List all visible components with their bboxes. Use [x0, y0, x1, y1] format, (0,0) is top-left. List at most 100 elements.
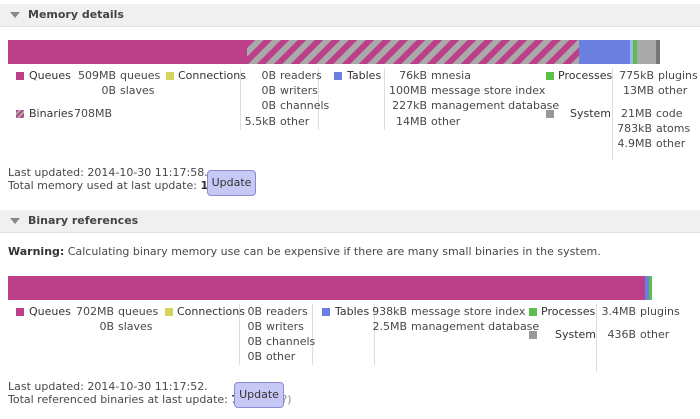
- legend-label: Queues: [29, 305, 71, 318]
- memory-label: mnesia: [431, 69, 471, 82]
- divider: [596, 304, 597, 372]
- bar-segment: [649, 276, 652, 300]
- memory-value: 702MB: [75, 305, 114, 318]
- legend-label: Queues: [29, 69, 71, 82]
- memory-value: 14MB: [395, 115, 427, 128]
- section-header[interactable]: Binary references: [0, 210, 700, 233]
- memory-value: 3.4MB: [601, 305, 636, 318]
- memory-label: other: [431, 115, 461, 128]
- memory-label: atoms: [656, 122, 691, 135]
- memory-label: readers: [266, 305, 308, 318]
- last-updated-label: Last updated:: [8, 166, 84, 179]
- bar-segment: [247, 40, 579, 64]
- memory-value: 5.5kB: [244, 115, 276, 128]
- last-updated-label: Last updated:: [8, 380, 84, 393]
- memory-label: channels: [266, 335, 316, 348]
- memory-label: writers: [280, 84, 318, 97]
- section-title: Memory details: [28, 8, 124, 21]
- memory-value: 0B: [101, 84, 116, 97]
- memory-label: other: [266, 350, 296, 363]
- memory-label: message store index: [431, 84, 546, 97]
- memory-label: management database: [431, 99, 560, 112]
- legend-label: Processes: [558, 69, 613, 82]
- memory-label: plugins: [640, 305, 680, 318]
- memory-label: queues: [120, 69, 161, 82]
- memory-value: 0B: [247, 305, 262, 318]
- memory-label: slaves: [118, 320, 153, 333]
- legend-swatch: [529, 331, 537, 339]
- divider: [612, 68, 613, 160]
- memory-value: 436B: [607, 328, 636, 341]
- memory-value: 100MB: [388, 84, 427, 97]
- warning: Warning: Calculating binary memory use c…: [8, 245, 601, 259]
- legend-swatch: [546, 72, 554, 80]
- divider: [239, 304, 240, 365]
- memory-label: message store index: [411, 305, 526, 318]
- legend-swatch: [529, 308, 537, 316]
- bar-segment: [630, 40, 633, 64]
- memory-value: 0B: [247, 320, 262, 333]
- total-label: Total memory used at last update:: [8, 179, 197, 192]
- bar-segment: [8, 40, 247, 64]
- legend-label: Tables: [335, 305, 370, 318]
- memory-label: queues: [118, 305, 159, 318]
- bar-segment: [633, 40, 637, 64]
- memory-value: 13MB: [622, 84, 654, 97]
- section-header[interactable]: Memory details: [0, 4, 700, 27]
- memory-label: channels: [280, 99, 330, 112]
- update-button[interactable]: Update: [234, 382, 284, 408]
- divider: [374, 304, 375, 365]
- collapse-arrow: [10, 218, 20, 224]
- memory-label: code: [656, 107, 683, 120]
- collapse-arrow: [10, 12, 20, 18]
- memory-label: other: [656, 137, 686, 150]
- legend-swatch: [166, 72, 174, 80]
- memory-value: 0B: [261, 99, 276, 112]
- divider: [384, 68, 385, 130]
- legend-swatch: [334, 72, 342, 80]
- last-updated: Last updated: 2014-10-30 11:17:52.: [8, 380, 208, 394]
- legend-label: System: [570, 107, 612, 120]
- legend-label: Binaries: [29, 107, 74, 120]
- memory-value: 775kB: [619, 69, 654, 82]
- legend-swatch: [16, 72, 24, 80]
- memory-value: 0B: [247, 350, 262, 363]
- memory-label: writers: [266, 320, 304, 333]
- bar-segment: [656, 40, 660, 64]
- memory-value: 708MB: [73, 107, 112, 120]
- legend-label: System: [555, 328, 597, 341]
- memory-value: 0B: [99, 320, 114, 333]
- divider: [312, 304, 313, 365]
- memory-value: 509MB: [77, 69, 116, 82]
- section-title: Binary references: [28, 214, 139, 227]
- bar-segment: [579, 40, 630, 64]
- memory-value: 938kB: [372, 305, 407, 318]
- memory-label: other: [640, 328, 670, 341]
- legend-swatch: [16, 308, 24, 316]
- memory-label: other: [280, 115, 310, 128]
- memory-value: 227kB: [392, 99, 427, 112]
- memory-label: management database: [411, 320, 540, 333]
- update-button[interactable]: Update: [207, 170, 256, 196]
- memory-value: 0B: [261, 69, 276, 82]
- memory-value: 0B: [261, 84, 276, 97]
- last-updated-value: 2014-10-30 11:17:58.: [87, 166, 208, 179]
- last-updated-value: 2014-10-30 11:17:52.: [87, 380, 208, 393]
- memory-label: readers: [280, 69, 322, 82]
- memory-value: 21MB: [620, 107, 652, 120]
- bar-segment: [645, 276, 649, 300]
- memory-label: other: [658, 84, 688, 97]
- divider: [240, 68, 241, 130]
- last-updated: Last updated: 2014-10-30 11:17:58.: [8, 166, 208, 180]
- memory-value: 783kB: [617, 122, 652, 135]
- legend-label: Connections: [177, 305, 245, 318]
- legend-swatch: [322, 308, 330, 316]
- memory-label: plugins: [658, 69, 698, 82]
- bar-segment: [8, 276, 645, 300]
- legend-swatch: [16, 110, 24, 118]
- warning-text: Calculating binary memory use can be exp…: [67, 245, 601, 258]
- total-label: Total referenced binaries at last update…: [8, 393, 228, 406]
- memory-value: 0B: [247, 335, 262, 348]
- warning-label: Warning:: [8, 245, 65, 258]
